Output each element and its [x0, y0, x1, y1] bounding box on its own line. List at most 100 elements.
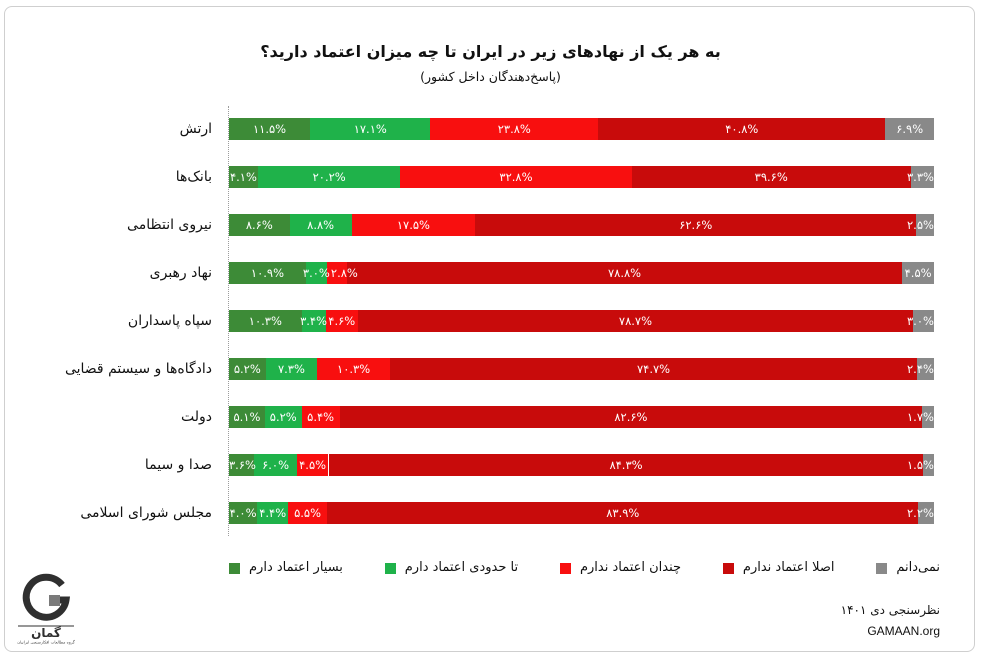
bar-segment-dont-know	[922, 406, 934, 428]
bar-segment-somewhat-trust	[265, 358, 318, 380]
survey-date: نظرسنجی دی ۱۴۰۱	[840, 603, 940, 617]
category-label: صدا و سیما	[144, 457, 212, 473]
data-label-not-much-trust: ۴.۶%	[328, 314, 356, 328]
data-label-very-much-trust: ۵.۱%	[233, 410, 261, 424]
bar-segment-dont-know	[910, 166, 934, 188]
bar-segment-no-trust-at-all	[328, 454, 924, 476]
data-label-somewhat-trust: ۸.۸%	[307, 218, 335, 232]
legend-label: اصلا اعتماد ندارم	[742, 560, 835, 575]
category-axis: ارتش بانک‌ها نیروی انتظامی نهاد رهبری سپاه پ…	[12, 105, 212, 537]
bar-segment-somewhat-trust	[305, 262, 327, 284]
data-label-dont-know: ۶.۹%	[896, 122, 924, 136]
data-label-dont-know: ۳.۳%	[907, 170, 934, 184]
bar-segment-no-trust-at-all	[631, 166, 911, 188]
data-label-dont-know: ۲.۴%	[907, 362, 934, 376]
bar-segment-somewhat-trust	[301, 310, 326, 332]
legend-item-no-trust-at-all: اصلا اعتماد ندارم	[722, 558, 835, 578]
bar-segment-not-much-trust	[288, 502, 327, 524]
bar-segment-very-much-trust	[229, 358, 266, 380]
data-label-somewhat-trust: ۲۰.۲%	[312, 170, 346, 184]
legend-label: چندان اعتماد ندارم	[579, 560, 682, 575]
bar-segment-somewhat-trust	[309, 118, 431, 140]
data-label-somewhat-trust: ۶.۰%	[262, 458, 289, 472]
category-label: نهاد رهبری	[149, 265, 212, 281]
bar-segment-not-much-trust	[351, 214, 476, 236]
data-label-not-much-trust: ۵.۴%	[307, 410, 335, 424]
data-label-dont-know: ۴.۵%	[904, 266, 932, 280]
legend-label: تا حدودی اعتماد دارم	[404, 560, 519, 575]
data-label-not-much-trust: ۳۲.۸%	[499, 170, 533, 184]
bar-segment-dont-know	[918, 502, 934, 524]
gamaan-logo-icon: گمان گروه مطالعات افکارسنجی ایرانیان	[17, 573, 75, 645]
data-label-very-much-trust: ۴.۰%	[229, 506, 257, 520]
bar-segment-not-much-trust	[326, 262, 347, 284]
chart-subtitle: (پاسخ‌دهندگان داخل کشور)	[420, 69, 561, 84]
data-label-very-much-trust: ۴.۱%	[229, 170, 257, 184]
bar-segment-very-much-trust	[229, 454, 255, 476]
legend-label: نمی‌دانم	[896, 560, 940, 575]
data-label-very-much-trust: ۱۰.۹%	[250, 266, 285, 280]
legend-swatch	[384, 562, 396, 574]
bar-segment-no-trust-at-all	[358, 310, 913, 332]
legend-item-somewhat-trust: تا حدودی اعتماد دارم	[384, 558, 519, 578]
website-url: GAMAAN.org	[867, 624, 940, 638]
bar-segment-dont-know	[916, 214, 934, 236]
data-label-no-trust-at-all: ۳۹.۶%	[754, 170, 788, 184]
data-label-somewhat-trust: ۳.۰%	[302, 266, 330, 280]
category-axis-line	[228, 106, 229, 536]
bar-segment-no-trust-at-all	[389, 358, 918, 380]
bar-segment-not-much-trust	[400, 166, 632, 188]
bar-segment-very-much-trust	[229, 310, 302, 332]
bar-segment-very-much-trust	[229, 166, 258, 188]
data-label-not-much-trust: ۲.۸%	[330, 266, 358, 280]
category-label: سپاه پاسداران	[127, 313, 212, 329]
bar-segment-no-trust-at-all	[475, 214, 917, 236]
bar-segment-not-much-trust	[296, 454, 329, 476]
category-label: ارتش	[179, 121, 212, 137]
data-label-no-trust-at-all: ۶۲.۶%	[679, 218, 713, 232]
bar-segment-no-trust-at-all	[598, 118, 886, 140]
bar-segment-somewhat-trust	[254, 454, 297, 476]
legend-label: بسیار اعتماد دارم	[249, 560, 343, 575]
bar-segment-very-much-trust	[229, 502, 258, 524]
data-label-no-trust-at-all: ۷۸.۸%	[608, 266, 642, 280]
data-label-very-much-trust: ۵.۲%	[233, 362, 261, 376]
bar-segment-no-trust-at-all	[326, 502, 919, 524]
data-label-somewhat-trust: ۳.۴%	[300, 314, 328, 328]
bar-segment-somewhat-trust	[289, 214, 352, 236]
chart-title: به هر یک از نهادهای زیر در ایران تا چه م…	[260, 42, 721, 61]
legend: بسیار اعتماد دارم تا حدودی اعتماد دارم چند…	[229, 558, 940, 578]
bar-segment-no-trust-at-all	[339, 406, 922, 428]
bar-segment-dont-know	[923, 454, 934, 476]
category-label: نیروی انتظامی	[127, 217, 212, 233]
logo-wordmark: گمان	[31, 626, 61, 640]
bar-segment-no-trust-at-all	[346, 262, 903, 284]
data-label-somewhat-trust: ۴.۴%	[259, 506, 287, 520]
data-label-dont-know: ۲.۲%	[907, 506, 934, 520]
bar-segment-very-much-trust	[229, 118, 310, 140]
data-label-very-much-trust: ۱۰.۳%	[248, 314, 282, 328]
bar-segment-somewhat-trust	[257, 502, 289, 524]
bar-segment-somewhat-trust	[257, 166, 401, 188]
gamaan-logo: گمان گروه مطالعات افکارسنجی ایرانیان	[12, 573, 80, 645]
data-label-no-trust-at-all: ۸۲.۶%	[614, 410, 648, 424]
bar-segment-very-much-trust	[229, 406, 265, 428]
bar-segment-not-much-trust	[325, 310, 358, 332]
data-label-somewhat-trust: ۵.۲%	[269, 410, 297, 424]
bar-segment-dont-know	[902, 262, 934, 284]
data-label-no-trust-at-all: ۸۴.۳%	[609, 458, 643, 472]
data-label-dont-know: ۳.۰%	[907, 314, 934, 328]
data-label-not-much-trust: ۴.۵%	[299, 458, 327, 472]
plot-area: ۱۱.۵% ۱۷.۱% ۲۳.۸% ۴۰.۸% ۶.۹% ۴.۱% ۲۰.۲% ۳۲.۸% ۳۹…	[229, 105, 934, 537]
legend-swatch	[722, 562, 734, 574]
legend-item-dont-know: نمی‌دانم	[876, 558, 940, 578]
data-label-no-trust-at-all: ۴۰.۸%	[725, 122, 759, 136]
legend-swatch	[876, 562, 888, 574]
data-label-not-much-trust: ۱۷.۵%	[396, 218, 430, 232]
data-label-not-much-trust: ۲۳.۸%	[497, 122, 531, 136]
legend-item-not-much-trust: چندان اعتماد ندارم	[559, 558, 682, 578]
bar-segment-not-much-trust	[317, 358, 390, 380]
data-label-somewhat-trust: ۷.۳%	[277, 362, 305, 376]
logo-tagline: گروه مطالعات افکارسنجی ایرانیان	[17, 640, 75, 645]
data-label-no-trust-at-all: ۸۳.۹%	[606, 506, 640, 520]
